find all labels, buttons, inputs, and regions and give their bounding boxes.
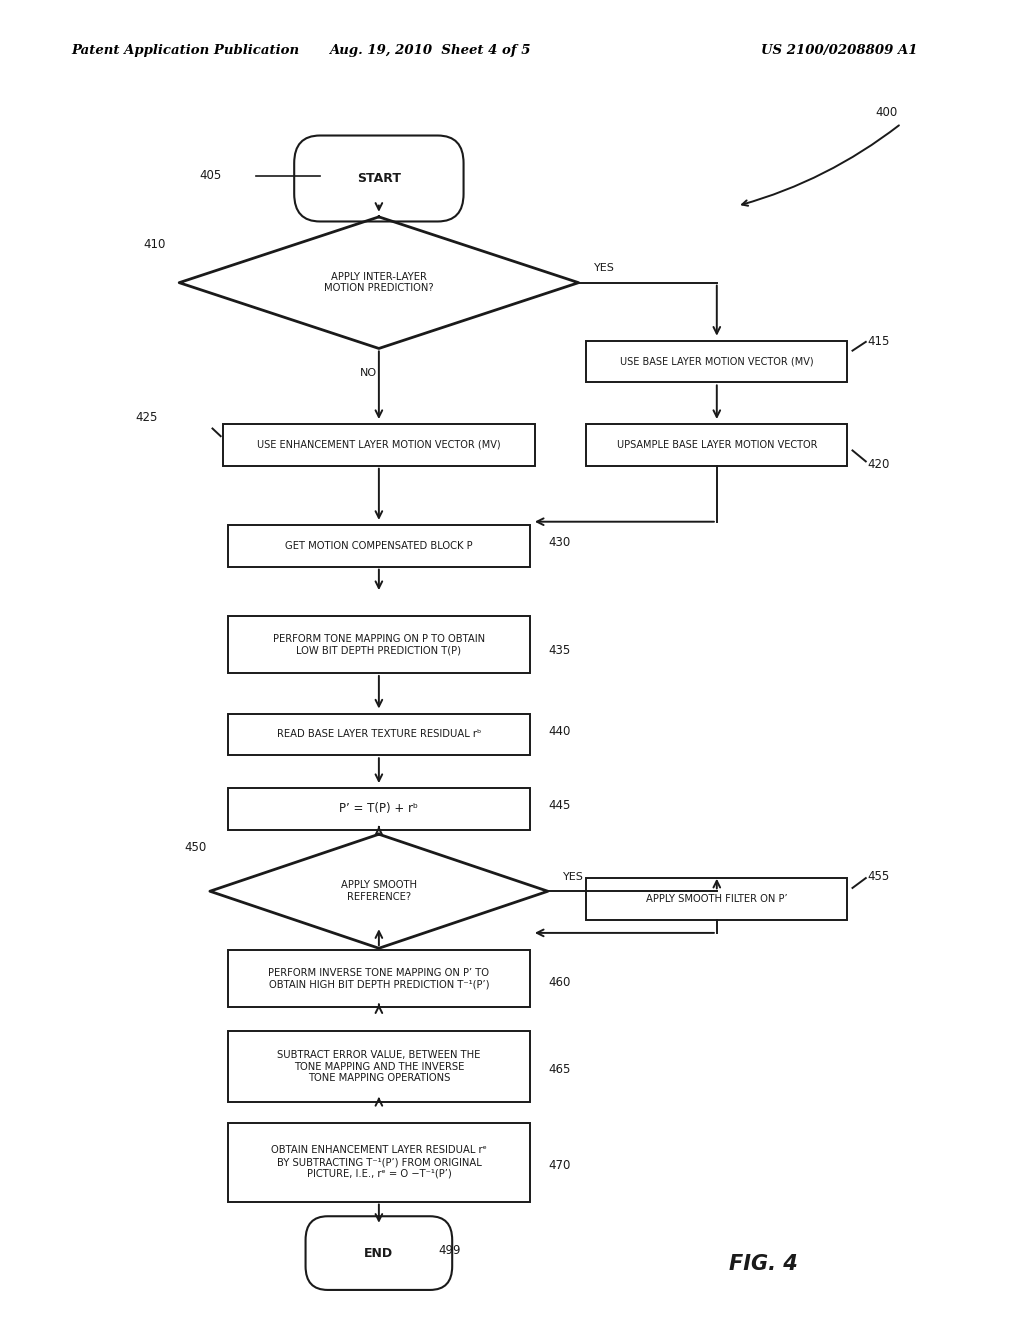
- Text: 499: 499: [438, 1245, 461, 1258]
- Text: FIG. 4: FIG. 4: [728, 1254, 798, 1274]
- Text: YES: YES: [594, 264, 614, 273]
- FancyBboxPatch shape: [223, 424, 535, 466]
- Text: 450: 450: [184, 841, 207, 854]
- FancyBboxPatch shape: [227, 1122, 530, 1201]
- FancyBboxPatch shape: [227, 525, 530, 566]
- Text: 460: 460: [549, 975, 570, 989]
- Text: 425: 425: [135, 411, 158, 424]
- Text: NO: NO: [358, 968, 375, 978]
- Text: UPSAMPLE BASE LAYER MOTION VECTOR: UPSAMPLE BASE LAYER MOTION VECTOR: [616, 440, 817, 450]
- Text: START: START: [357, 172, 400, 185]
- Text: GET MOTION COMPENSATED BLOCK P: GET MOTION COMPENSATED BLOCK P: [285, 541, 473, 550]
- Text: 470: 470: [549, 1159, 570, 1172]
- Text: APPLY SMOOTH
REFERENCE?: APPLY SMOOTH REFERENCE?: [341, 880, 417, 902]
- Text: 430: 430: [549, 536, 570, 549]
- FancyBboxPatch shape: [227, 616, 530, 673]
- Text: NO: NO: [360, 368, 377, 379]
- Text: YES: YES: [563, 873, 584, 882]
- Polygon shape: [210, 834, 548, 948]
- Text: 465: 465: [549, 1064, 570, 1077]
- Text: USE ENHANCEMENT LAYER MOTION VECTOR (MV): USE ENHANCEMENT LAYER MOTION VECTOR (MV): [257, 440, 501, 450]
- Text: 455: 455: [867, 870, 890, 883]
- Text: 405: 405: [200, 169, 222, 182]
- FancyBboxPatch shape: [227, 714, 530, 755]
- Text: US 2100/0208809 A1: US 2100/0208809 A1: [762, 44, 918, 57]
- Text: READ BASE LAYER TEXTURE RESIDUAL rᵇ: READ BASE LAYER TEXTURE RESIDUAL rᵇ: [276, 730, 481, 739]
- Text: P’ = T(P) + rᵇ: P’ = T(P) + rᵇ: [339, 803, 419, 816]
- Text: 420: 420: [867, 458, 890, 471]
- Text: PERFORM INVERSE TONE MAPPING ON P’ TO
OBTAIN HIGH BIT DEPTH PREDICTION T⁻¹(P’): PERFORM INVERSE TONE MAPPING ON P’ TO OB…: [268, 968, 489, 990]
- Text: 435: 435: [549, 644, 570, 656]
- Text: Patent Application Publication: Patent Application Publication: [72, 44, 300, 57]
- Text: OBTAIN ENHANCEMENT LAYER RESIDUAL rᵉ
BY SUBTRACTING T⁻¹(P’) FROM ORIGINAL
PICTUR: OBTAIN ENHANCEMENT LAYER RESIDUAL rᵉ BY …: [271, 1146, 486, 1179]
- Text: SUBTRACT ERROR VALUE, BETWEEN THE
TONE MAPPING AND THE INVERSE
TONE MAPPING OPER: SUBTRACT ERROR VALUE, BETWEEN THE TONE M…: [278, 1051, 480, 1084]
- Text: APPLY SMOOTH FILTER ON P’: APPLY SMOOTH FILTER ON P’: [646, 894, 787, 904]
- Text: 415: 415: [867, 335, 890, 348]
- Text: 410: 410: [143, 238, 166, 251]
- FancyBboxPatch shape: [227, 788, 530, 830]
- FancyBboxPatch shape: [586, 424, 848, 466]
- Text: END: END: [365, 1246, 393, 1259]
- FancyBboxPatch shape: [586, 878, 848, 920]
- FancyBboxPatch shape: [227, 1031, 530, 1102]
- Polygon shape: [179, 216, 579, 348]
- Text: USE BASE LAYER MOTION VECTOR (MV): USE BASE LAYER MOTION VECTOR (MV): [620, 356, 814, 367]
- FancyBboxPatch shape: [294, 136, 464, 222]
- Text: 445: 445: [549, 799, 570, 812]
- Text: Aug. 19, 2010  Sheet 4 of 5: Aug. 19, 2010 Sheet 4 of 5: [330, 44, 530, 57]
- FancyBboxPatch shape: [305, 1216, 453, 1290]
- FancyBboxPatch shape: [586, 341, 848, 383]
- Text: PERFORM TONE MAPPING ON P TO OBTAIN
LOW BIT DEPTH PREDICTION T(P): PERFORM TONE MAPPING ON P TO OBTAIN LOW …: [272, 634, 485, 655]
- Text: APPLY INTER-LAYER
MOTION PREDICTION?: APPLY INTER-LAYER MOTION PREDICTION?: [324, 272, 434, 293]
- Text: 400: 400: [876, 106, 898, 119]
- Text: 440: 440: [549, 725, 570, 738]
- FancyBboxPatch shape: [227, 950, 530, 1007]
